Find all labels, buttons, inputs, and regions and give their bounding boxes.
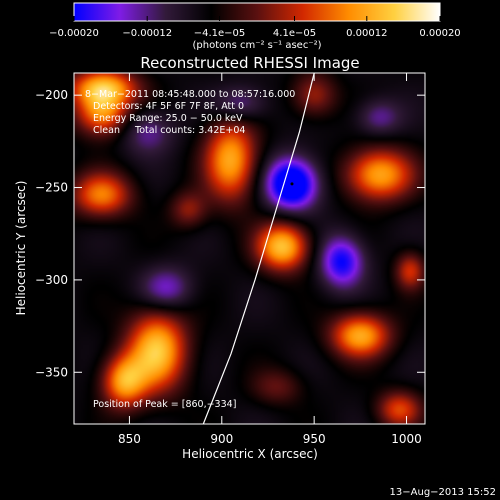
- x-axis-ticks: 850 900 950 1000: [118, 73, 422, 446]
- footer-timestamp: 13−Aug−2013 15:52: [390, 487, 496, 498]
- y-tick-label: −250: [35, 181, 68, 195]
- heatmap-area: [74, 73, 425, 424]
- detectors-annotation: Detectors: 4F 5F 6F 7F 8F, Att 0: [93, 101, 244, 112]
- peak-position-annotation: Position of Peak = [860,−334]: [93, 399, 236, 410]
- y-tick-label: −350: [35, 365, 68, 379]
- colorbar-tick-label: 0.00012: [346, 28, 387, 39]
- plot-annotations: 8−Mar−2011 08:45:48.000 to 08:57:16.000 …: [85, 89, 295, 410]
- minimum-marker: [290, 182, 294, 186]
- chart-title: Reconstructed RHESSI Image: [140, 54, 359, 72]
- y-axis-ticks: −200 −250 −300 −350: [35, 88, 425, 379]
- colorbar-unit-label: (photons cm⁻² s⁻¹ asec⁻²): [192, 40, 321, 51]
- colorbar-tick-label: 0.00020: [419, 28, 460, 39]
- x-axis-label: Heliocentric X (arcsec): [182, 447, 318, 461]
- colorbar-tick-label: 4.1e−05: [273, 28, 316, 39]
- y-axis-label: Heliocentric Y (arcsec): [14, 181, 28, 316]
- colorbar-gradient: [73, 2, 441, 22]
- colorbar-tick-label: −0.00012: [122, 28, 172, 39]
- time-range-annotation: 8−Mar−2011 08:45:48.000 to 08:57:16.000: [85, 89, 295, 100]
- heatmap-image: [74, 73, 425, 424]
- plot-frame: [73, 72, 426, 425]
- x-tick-label: 1000: [391, 432, 422, 446]
- solar-limb-curve: [202, 73, 315, 424]
- y-tick-label: −200: [35, 88, 68, 102]
- colorbar: −0.00020 −0.00012 −4.1e−05 4.1e−05 0.00012 0.…: [49, 2, 461, 51]
- colorbar-tick-label: −0.00020: [49, 28, 99, 39]
- y-tick-label: −300: [35, 273, 68, 287]
- energy-range-annotation: Energy Range: 25.0 − 50.0 keV: [93, 113, 243, 124]
- colorbar-tick-label: −4.1e−05: [194, 28, 246, 39]
- x-tick-label: 950: [303, 432, 326, 446]
- clean-counts-annotation: Clean Total counts: 3.42E+04: [93, 125, 245, 136]
- x-tick-label: 900: [210, 432, 233, 446]
- x-tick-label: 850: [118, 432, 141, 446]
- colorbar-ticks: −0.00020 −0.00012 −4.1e−05 4.1e−05 0.00012 0.…: [49, 16, 461, 39]
